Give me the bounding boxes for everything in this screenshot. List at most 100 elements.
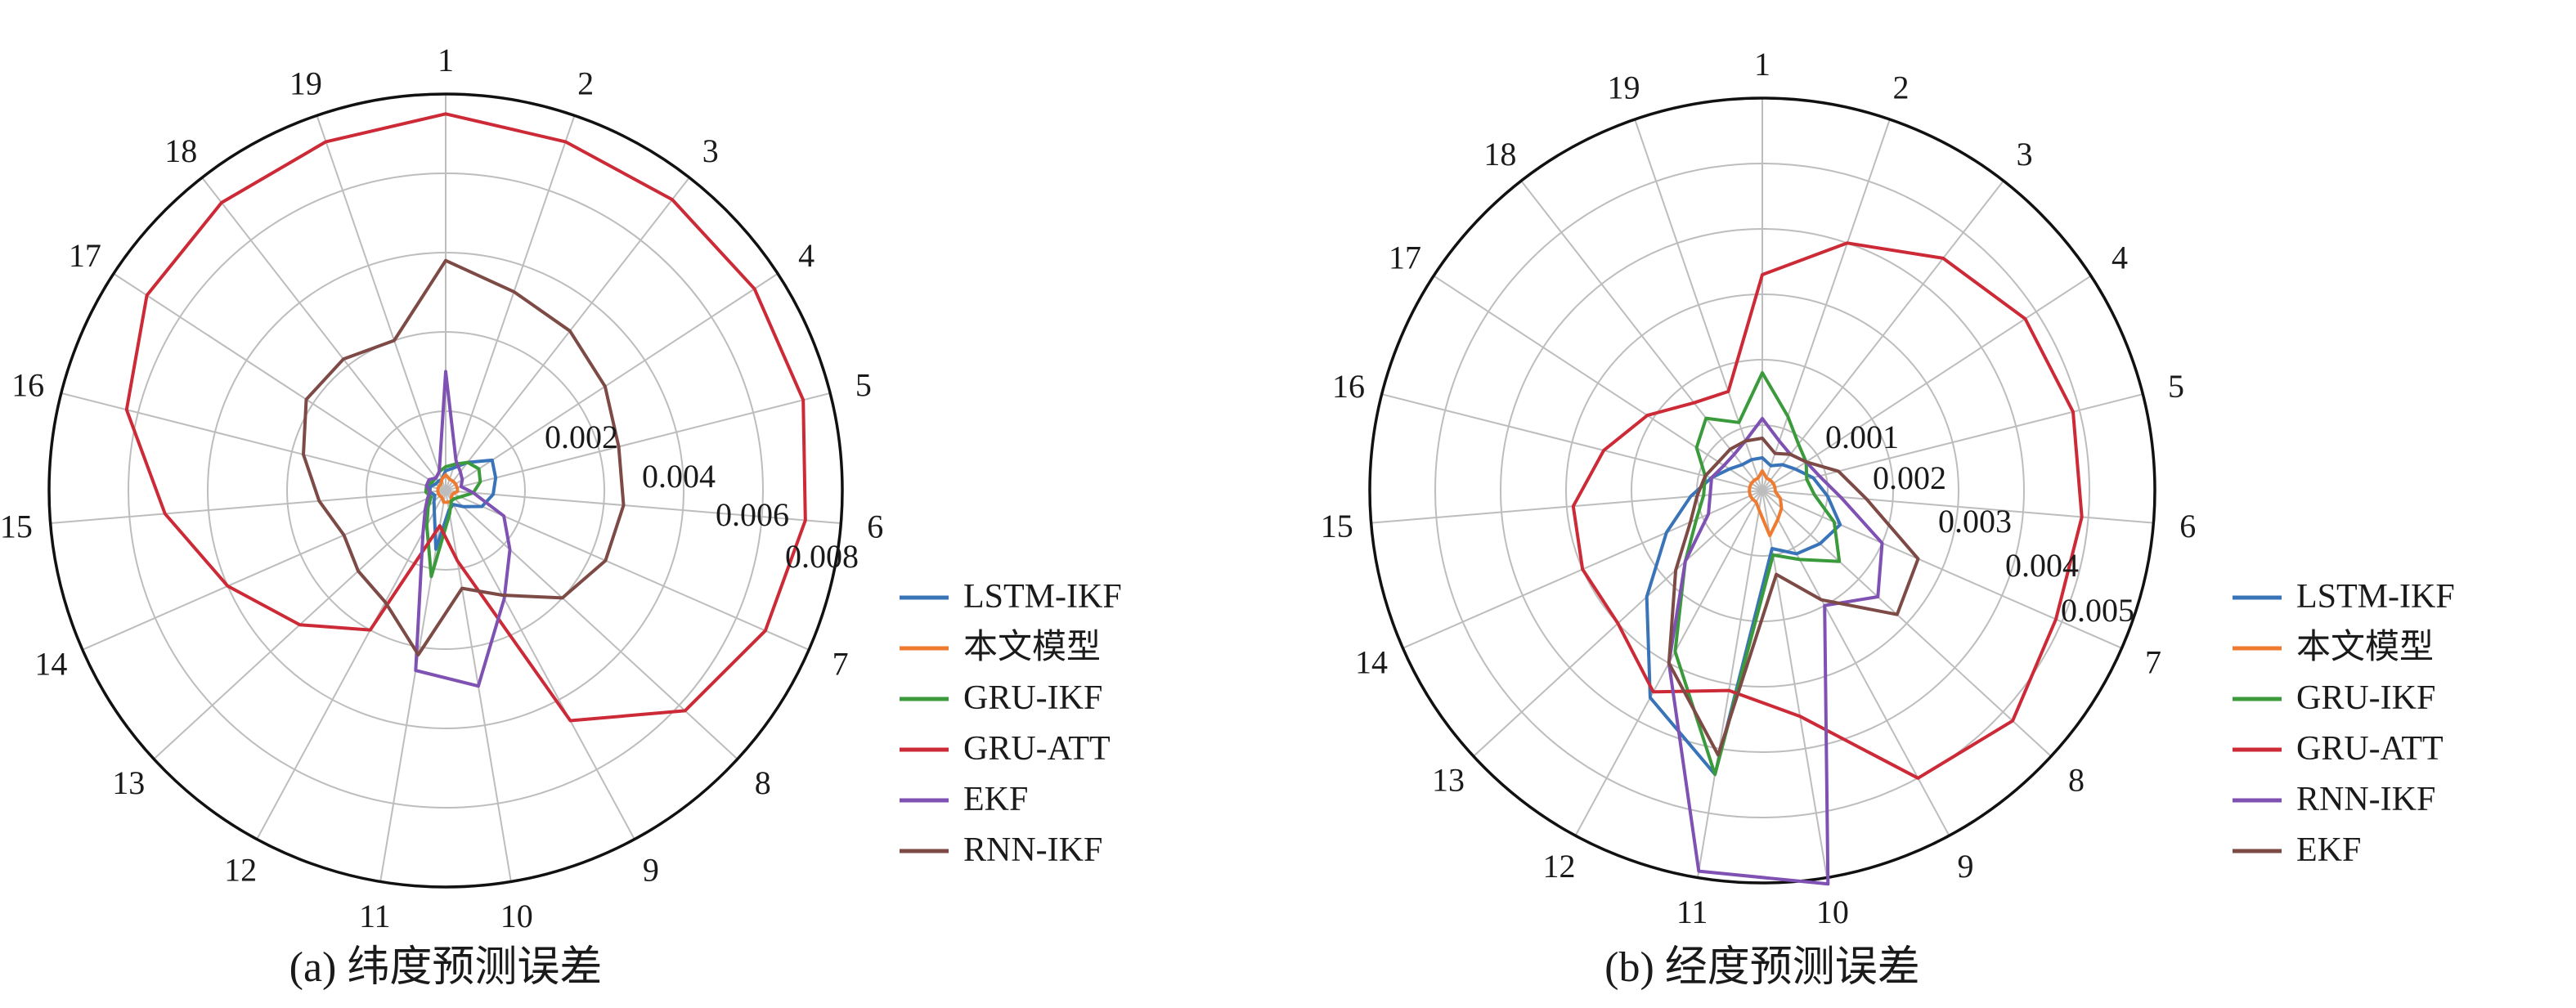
grid-spoke (1761, 275, 2092, 491)
radial-tick-label: 0.001 (1825, 419, 1899, 455)
radial-tick-label: 0.002 (1873, 459, 1946, 496)
category-label-14: 14 (1355, 644, 1388, 681)
grid-spoke (1433, 275, 1763, 491)
category-label-13: 13 (112, 764, 145, 801)
grid-spoke (1634, 119, 1763, 491)
category-label-18: 18 (164, 132, 197, 169)
category-label-15: 15 (0, 508, 33, 545)
category-label-2: 2 (577, 65, 594, 102)
category-label-16: 16 (11, 367, 44, 404)
grid-spoke (1761, 119, 1891, 491)
legend-label: GRU-ATT (2296, 730, 2444, 768)
grid-spoke (113, 272, 447, 491)
grid-spoke (1761, 490, 2122, 649)
radial-tick-label: 0.005 (2061, 592, 2134, 629)
category-label-11: 11 (359, 898, 391, 934)
category-label-2: 2 (1892, 69, 1909, 105)
grid-spoke (82, 490, 447, 651)
category-label-9: 9 (643, 851, 659, 888)
grid-spoke (256, 490, 447, 840)
legend-label: 本文模型 (963, 628, 1101, 666)
legend-label: GRU-IKF (963, 679, 1102, 717)
grid-spoke (445, 490, 841, 525)
category-label-19: 19 (1608, 69, 1640, 105)
series-line-gru-ikf-2 (1673, 371, 1842, 777)
category-label-18: 18 (1483, 136, 1516, 172)
category-label-12: 12 (1543, 848, 1576, 885)
radar-chart-b: 123456789101112131415161718190.0010.0020… (1321, 46, 2455, 991)
category-label-8: 8 (755, 764, 771, 801)
legend-label: 本文模型 (2296, 628, 2434, 666)
category-label-6: 6 (867, 508, 883, 545)
category-label-7: 7 (2145, 644, 2161, 681)
grid-spoke (379, 490, 447, 882)
legend-label: LSTM-IKF (963, 578, 1122, 616)
grid-spoke (445, 490, 738, 760)
series-line-ekf-5 (1667, 437, 1920, 757)
grid-spoke (61, 392, 447, 491)
category-label-14: 14 (34, 646, 67, 683)
series-line-rnn-ikf-4 (1667, 417, 1884, 886)
category-label-15: 15 (1321, 508, 1353, 544)
radar-chart-a: 123456789101112131415161718190.0020.0040… (0, 42, 1122, 991)
series-line-gru-att-3 (1571, 241, 2084, 780)
grid-spoke (445, 392, 831, 491)
legend-label: GRU-IKF (2296, 679, 2435, 717)
legend-label: GRU-ATT (963, 730, 1111, 768)
grid-spoke (1697, 490, 1763, 878)
grid-spoke (445, 177, 690, 491)
grid-spoke (445, 490, 810, 651)
outer-border (1368, 96, 2156, 885)
chart-caption: (a) 纬度预测误差 (289, 944, 603, 991)
category-label-3: 3 (702, 132, 719, 169)
legend: LSTM-IKF 本文模型 GRU-IKF GRU-ATT EKF RNN-IKF (900, 578, 1122, 869)
grid-spoke (1761, 180, 2004, 491)
category-label-13: 13 (1432, 762, 1465, 799)
category-label-4: 4 (798, 237, 815, 274)
category-label-5: 5 (855, 367, 872, 404)
grid-spoke (1761, 490, 2052, 757)
category-label-17: 17 (69, 237, 101, 274)
radial-tick-label: 0.006 (716, 496, 789, 533)
category-label-17: 17 (1389, 239, 1421, 276)
grid-spoke (445, 490, 635, 840)
legend-label: RNN-IKF (2296, 781, 2435, 818)
grid-spoke (1761, 393, 2143, 491)
series-line-gru-att-3 (124, 112, 807, 723)
radial-tick-label: 0.004 (2005, 547, 2079, 584)
series-line---1 (436, 473, 460, 504)
legend-label: EKF (2296, 831, 2361, 869)
category-label-3: 3 (2017, 136, 2033, 172)
legend-label: LSTM-IKF (2296, 578, 2455, 616)
legend-label: RNN-IKF (963, 831, 1102, 869)
category-label-7: 7 (832, 646, 849, 683)
category-label-5: 5 (2168, 368, 2184, 405)
grid-spoke (445, 114, 576, 491)
grid-spoke (316, 114, 447, 491)
grid-spoke (201, 177, 447, 491)
series-line-rnn-ikf-5 (302, 258, 626, 656)
category-label-9: 9 (1957, 848, 1973, 885)
radial-tick-label: 0.003 (1938, 503, 2012, 540)
series-line-gru-ikf-2 (424, 460, 482, 579)
category-label-1: 1 (1754, 46, 1770, 83)
category-label-6: 6 (2179, 508, 2196, 544)
series-line---1 (1748, 469, 1784, 538)
category-label-10: 10 (1816, 894, 1849, 930)
legend-label: EKF (963, 781, 1028, 818)
grid-spoke (50, 490, 447, 525)
category-label-11: 11 (1676, 894, 1708, 930)
category-label-19: 19 (289, 65, 322, 102)
category-label-12: 12 (224, 851, 257, 888)
category-label-1: 1 (438, 42, 454, 78)
legend: LSTM-IKF 本文模型 GRU-IKF GRU-ATT RNN-IKF EKF (2233, 578, 2455, 869)
grid-spoke (1520, 180, 1763, 491)
grid-spoke (445, 272, 779, 491)
category-label-10: 10 (500, 898, 533, 934)
category-label-4: 4 (2112, 239, 2128, 276)
category-label-16: 16 (1332, 368, 1365, 405)
outer-border (47, 92, 844, 889)
radial-tick-label: 0.008 (785, 538, 859, 575)
series-line-ekf-4 (414, 370, 512, 688)
